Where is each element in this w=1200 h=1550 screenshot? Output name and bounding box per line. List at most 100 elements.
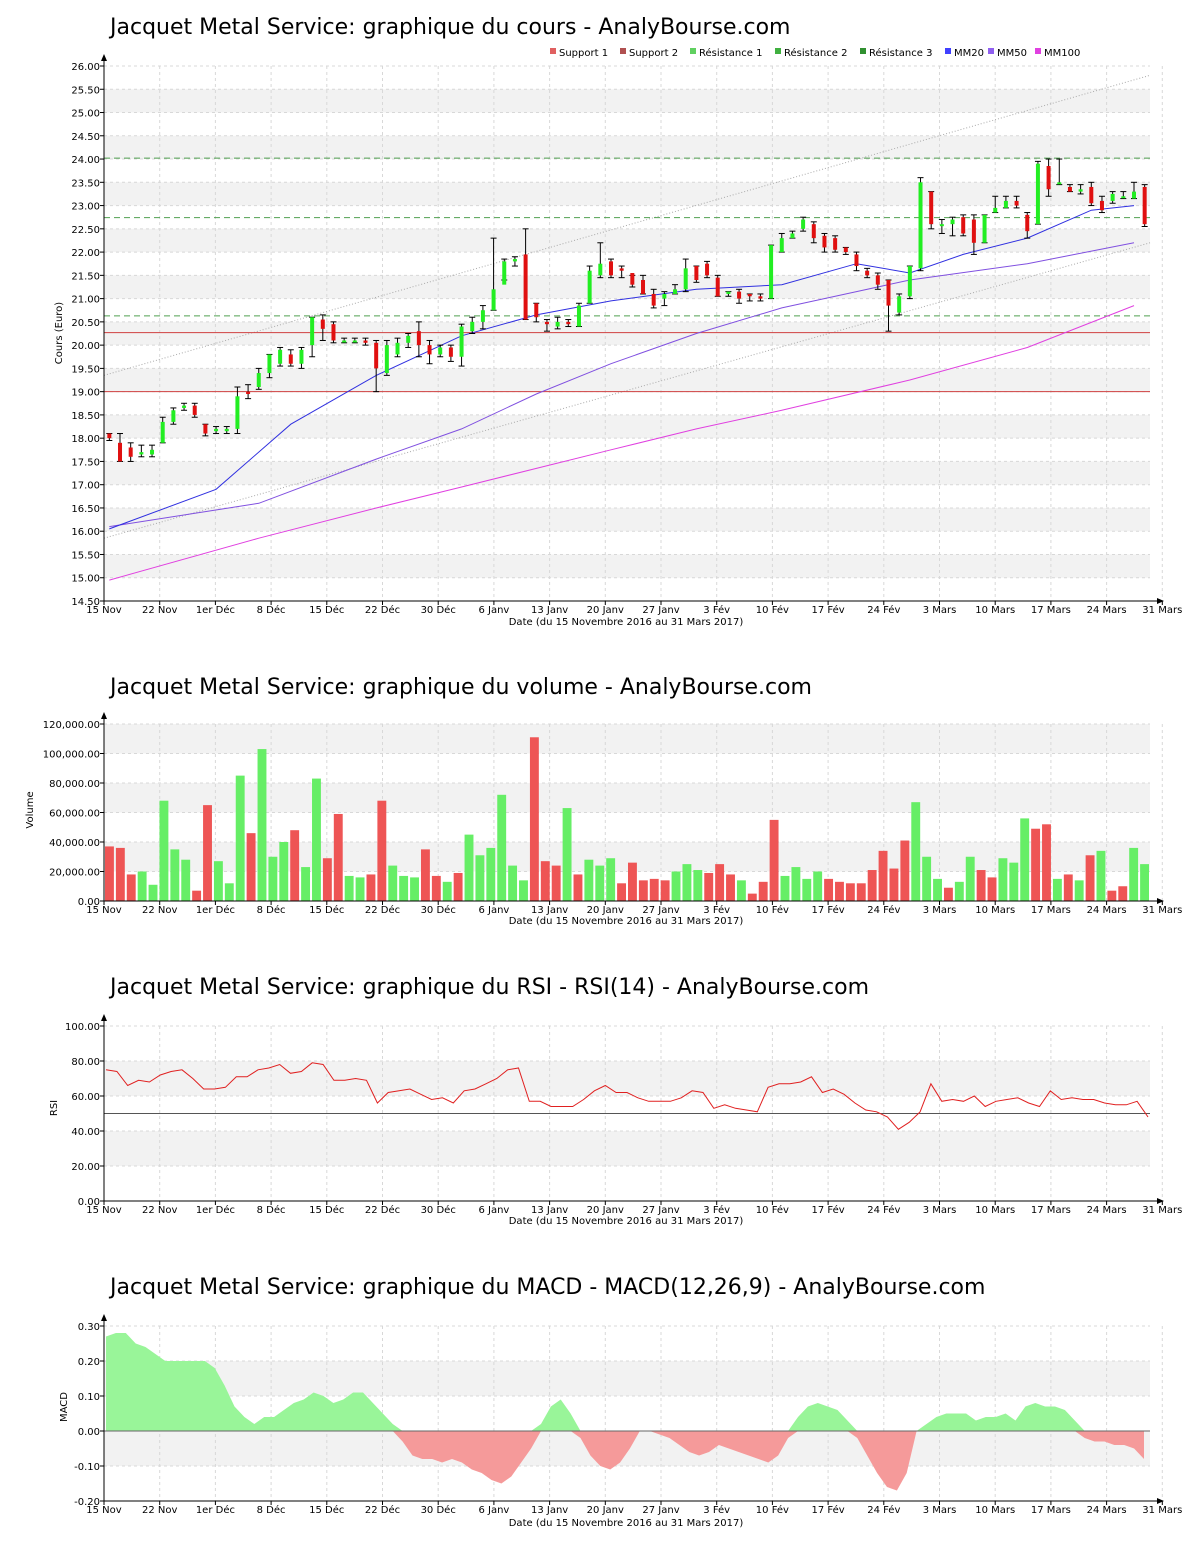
candle-body	[918, 182, 923, 269]
candle-body	[224, 428, 229, 432]
volume-bar	[508, 865, 518, 901]
x-tick-label: 10 Mars	[975, 605, 1015, 616]
macd-positive-area	[106, 1333, 1144, 1431]
grid-band	[104, 554, 1150, 578]
candle	[362, 337, 369, 346]
grid-band	[104, 414, 1150, 439]
volume-bar	[246, 833, 256, 901]
candle	[533, 302, 540, 323]
candle-body	[1142, 186, 1147, 225]
x-tick-label: 8 Déc	[257, 1204, 286, 1216]
candle	[874, 272, 881, 290]
x-tick-label: 13 Janv	[531, 605, 568, 616]
candle-body	[523, 254, 528, 320]
legend-swatch	[988, 48, 994, 54]
candle-body	[139, 452, 144, 455]
grid-band	[104, 321, 1150, 346]
candle-body	[726, 291, 731, 294]
x-tick-label: 30 Déc	[421, 904, 456, 916]
legend-swatch	[775, 48, 781, 54]
y-axis-arrow	[101, 712, 107, 719]
x-tick-label: 17 Fév	[812, 904, 845, 916]
candle-body	[427, 345, 432, 355]
candle	[725, 291, 732, 297]
candle-body	[352, 340, 357, 343]
y-tick-label: 15.50	[71, 550, 100, 561]
candle	[1034, 160, 1041, 225]
volume-bar	[486, 847, 496, 901]
y-tick-label: 18.00	[71, 434, 100, 445]
candle-body	[384, 345, 389, 374]
volume-bar	[181, 859, 191, 901]
candle	[309, 316, 316, 358]
grid-band	[104, 182, 1150, 206]
y-tick-label: 100.00	[65, 1022, 100, 1033]
y-tick-label: 80,000.00	[49, 779, 100, 790]
candle	[223, 426, 230, 435]
x-tick-label: 17 Fév	[812, 1504, 845, 1516]
candle-body	[320, 319, 325, 329]
candle-body	[715, 277, 720, 297]
volume-bar	[475, 855, 485, 901]
legend-label: Résistance 1	[699, 47, 762, 59]
volume-bar	[170, 849, 180, 901]
volume-bar	[900, 840, 910, 901]
candle	[1013, 195, 1020, 209]
candle	[202, 423, 209, 437]
volume-bar	[333, 813, 343, 901]
candle-body	[1035, 163, 1040, 225]
candle	[298, 346, 305, 369]
candle-body	[374, 342, 379, 369]
candle-body	[203, 424, 208, 434]
candle-body	[438, 347, 443, 355]
candle	[245, 384, 252, 400]
x-tick-label: 31 Mars	[1142, 1505, 1182, 1516]
volume-bar	[954, 881, 964, 901]
x-tick-label: 1er Déc	[196, 904, 235, 916]
candle	[746, 293, 753, 302]
volume-bar	[388, 865, 398, 901]
candle	[191, 402, 198, 418]
x-tick-label: 15 Nov	[86, 605, 122, 616]
candle	[1066, 184, 1073, 193]
candle	[255, 367, 262, 390]
y-tick-label: 19.00	[71, 388, 100, 399]
y-axis-arrow	[101, 1314, 107, 1321]
candle-body	[1121, 196, 1126, 199]
candle-body	[256, 373, 261, 387]
legend-swatch	[620, 48, 626, 54]
candle-body	[566, 321, 571, 325]
candle-body	[1099, 200, 1104, 211]
volume-bar	[638, 880, 648, 901]
trend-line	[103, 242, 1151, 539]
candle-body	[544, 321, 549, 325]
volume-bar	[366, 874, 376, 901]
x-axis-label: Date (du 15 Novembre 2016 au 31 Mars 201…	[509, 617, 744, 628]
volume-bar	[322, 858, 332, 901]
x-tick-label: 30 Déc	[421, 604, 456, 616]
x-tick-label: 10 Fév	[756, 1504, 789, 1516]
volume-bar	[660, 880, 670, 901]
candle-body	[854, 254, 859, 267]
x-tick-label: 13 Janv	[531, 1205, 568, 1216]
candle	[714, 274, 721, 297]
x-tick-label: 30 Déc	[421, 1504, 456, 1516]
volume-bar	[802, 878, 812, 901]
legend-swatch	[550, 48, 556, 54]
candle	[949, 216, 956, 237]
candle-body	[790, 233, 795, 239]
candle	[490, 237, 497, 311]
candle-body	[1089, 186, 1094, 204]
x-tick-label: 10 Fév	[756, 904, 789, 916]
x-tick-label: 17 Mars	[1031, 905, 1071, 916]
volume-bar	[628, 862, 637, 901]
volume-bar	[519, 880, 528, 901]
volume-bar	[290, 830, 300, 901]
volume-bar	[856, 883, 866, 901]
candle-body	[459, 326, 464, 357]
y-tick-label: 22.50	[71, 225, 100, 236]
volume-bar	[1129, 847, 1139, 901]
candle-body	[993, 207, 998, 213]
candle-body	[1057, 182, 1062, 185]
volume-bar	[137, 871, 147, 901]
